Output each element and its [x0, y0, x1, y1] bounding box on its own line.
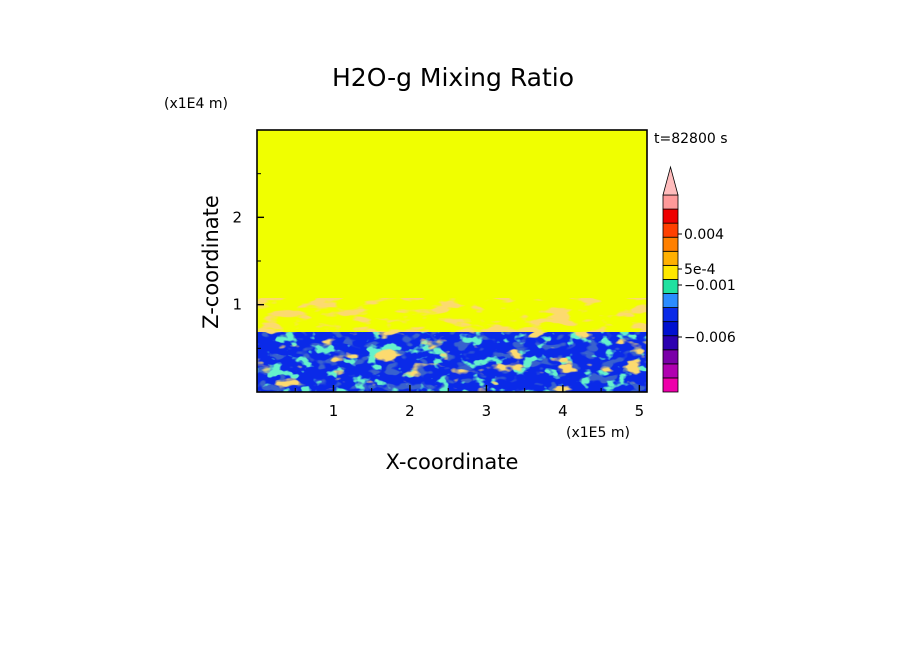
x-tick-label: 3 — [482, 402, 492, 420]
x-tick-label: 4 — [558, 402, 568, 420]
heatmap-field — [257, 130, 647, 392]
y-axis-ticks: 12 — [232, 173, 264, 349]
colorbar: 0.004 5e-4−0.001 −0.006 — [662, 165, 736, 393]
colorbar-segment — [662, 293, 679, 308]
time-label: t=82800 s — [654, 131, 728, 147]
x-tick-label: 5 — [635, 402, 645, 420]
y-tick-label: 1 — [232, 296, 242, 314]
x-unit-label: (x1E5 m) — [566, 425, 630, 441]
colorbar-segment — [662, 194, 679, 210]
chart-title: H2O-g Mixing Ratio — [332, 63, 574, 92]
colorbar-label: 0.004 — [684, 227, 724, 243]
colorbar-label: −0.001 — [684, 278, 736, 294]
colorbar-segment — [662, 321, 679, 337]
colorbar-segment — [662, 307, 679, 323]
colorbar-segment — [662, 279, 679, 294]
colorbar-label: 5e-4 — [684, 262, 716, 278]
plume-texture-region — [257, 298, 647, 338]
colorbar-arrow — [662, 165, 679, 196]
y-tick-label: 2 — [232, 208, 242, 226]
colorbar-segment — [662, 335, 679, 351]
x-tick-label: 2 — [405, 402, 415, 420]
colorbar-segment — [662, 250, 679, 266]
colorbar-segment — [662, 349, 679, 365]
colorbar-segment — [662, 363, 679, 379]
y-unit-label: (x1E4 m) — [164, 96, 228, 112]
colorbar-segment — [662, 208, 679, 224]
colorbar-segment — [662, 377, 679, 393]
x-axis-label: X-coordinate — [386, 450, 519, 474]
y-axis-label: Z-coordinate — [199, 195, 223, 329]
colorbar-label: −0.006 — [684, 330, 736, 346]
colorbar-segment — [662, 264, 679, 280]
mixed-layer-orange-texture — [257, 332, 647, 392]
colorbar-segment — [662, 222, 679, 238]
x-axis-ticks: 1 2 3 4 5 — [294, 385, 645, 420]
colorbar-segment — [662, 236, 679, 252]
x-tick-label: 1 — [329, 402, 339, 420]
